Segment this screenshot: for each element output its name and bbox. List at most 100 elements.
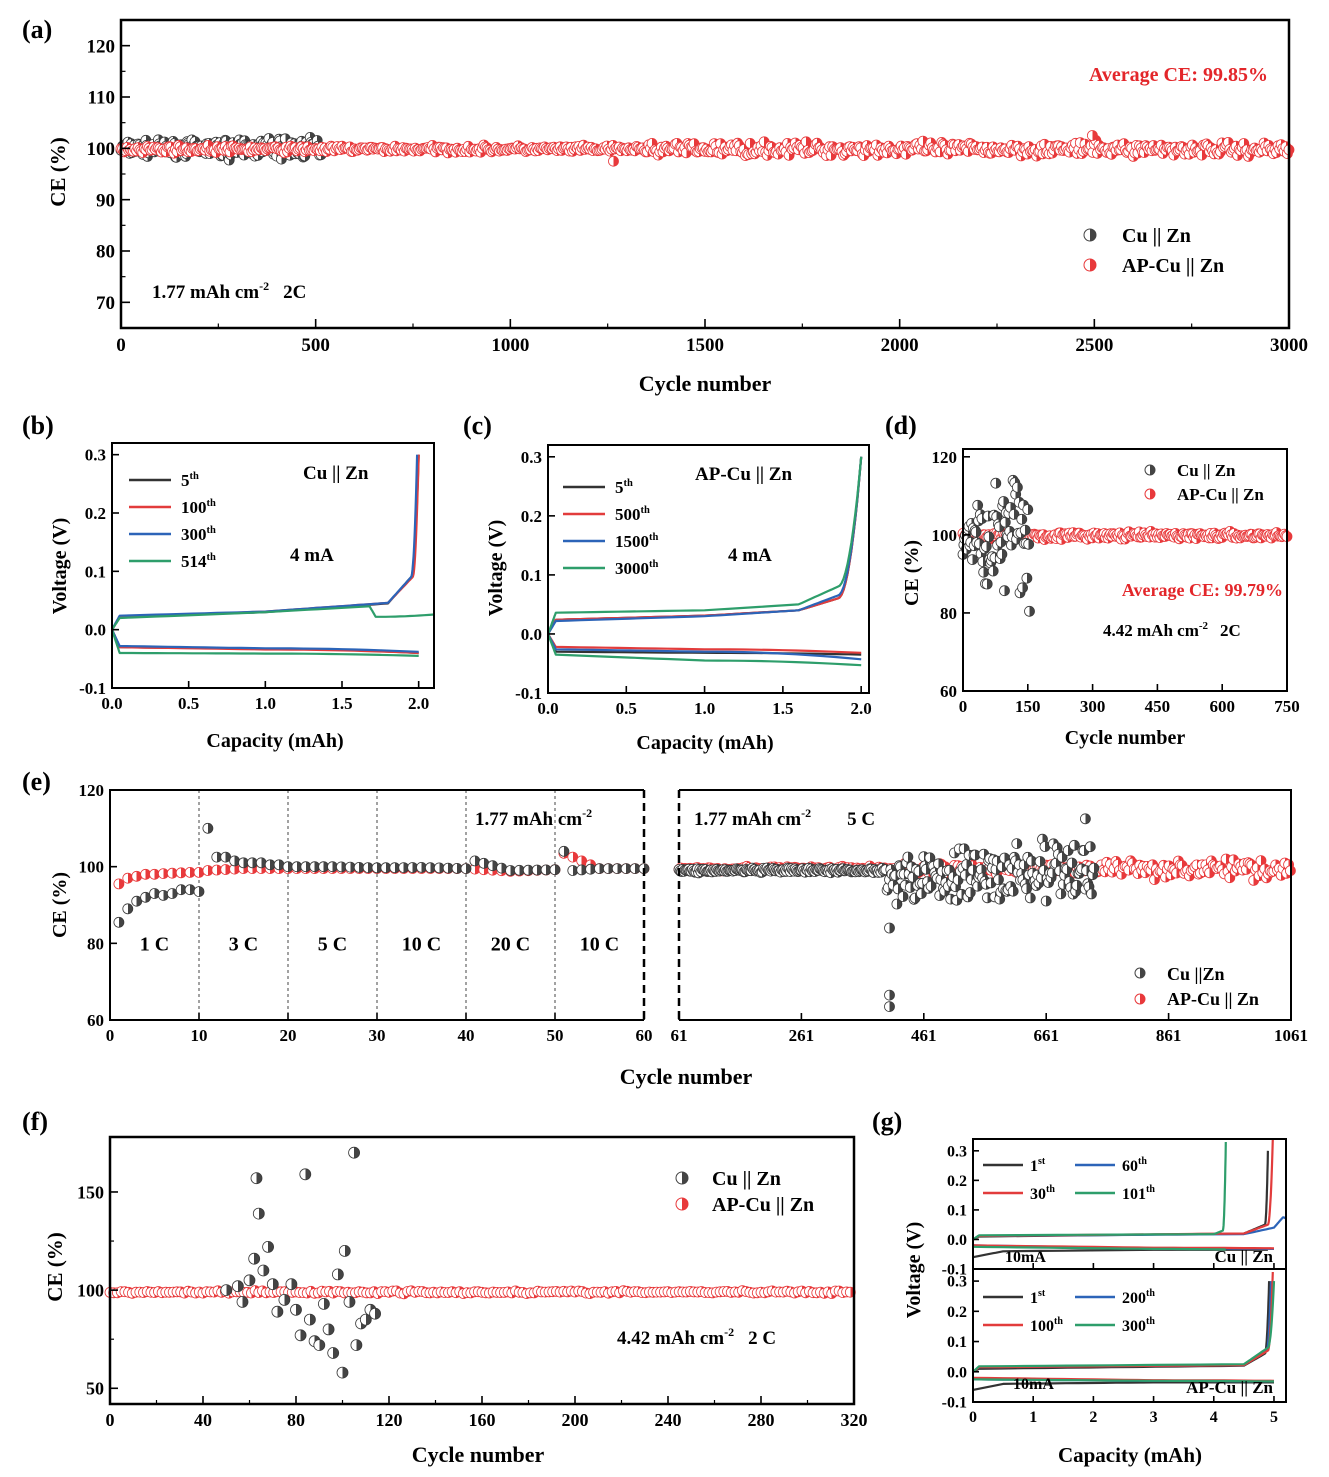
y-tick-label: 0.1 <box>85 562 106 581</box>
legend-superscript: th <box>207 525 217 536</box>
cu-point <box>1007 885 1019 897</box>
discharge-curve-3000th <box>546 633 862 667</box>
panel-e-axes: 0 10 20 30 40 50 60 60 80 100 120 61 261 461 661 861 106… <box>79 781 1309 1045</box>
rate-label: 10 C <box>402 933 441 955</box>
x-tick-label: 280 <box>748 1410 775 1430</box>
cu-point <box>460 863 472 874</box>
cu-point <box>1008 509 1020 520</box>
panel-e-legend-ap: AP-Cu || Zn <box>1167 989 1259 1009</box>
ap-point <box>166 867 178 879</box>
ap-point <box>202 865 214 876</box>
panel-e-left-points: 1 C 3 C 5 C 10 C 20 C 10 C <box>113 790 650 1020</box>
legend-marker-cu <box>1144 464 1156 476</box>
legend-marker-cu <box>1083 228 1097 242</box>
legend-label: 100th <box>181 498 216 517</box>
panel-d-xlabel: Cycle number <box>1065 727 1186 749</box>
x-tick-label: 500 <box>301 335 330 356</box>
cu-point <box>157 890 169 901</box>
ap-point <box>1087 130 1098 141</box>
cu-point <box>1069 839 1080 851</box>
x-tick-label: 3 <box>1150 1409 1158 1426</box>
cu-point <box>549 864 561 876</box>
x-tick-label: 1061 <box>1274 1026 1308 1045</box>
cu-point <box>131 895 143 907</box>
cu-point <box>594 863 605 874</box>
legend-marker-ap <box>1083 258 1097 272</box>
y-tick-label: 50 <box>86 1379 104 1399</box>
panel-g-top-current: 10mA <box>1005 1249 1046 1266</box>
cu-point <box>250 1172 263 1185</box>
panel-f-ylabel: CE (%) <box>43 1232 67 1301</box>
y-tick-label: -0.1 <box>942 1262 967 1279</box>
cu-point <box>327 861 338 873</box>
panel-f-condition-prefix: 4.42 mAh cm <box>617 1328 724 1349</box>
y-tick-label: 70 <box>96 293 115 314</box>
cu-point <box>184 884 196 896</box>
cu-point <box>980 541 992 552</box>
x-tick-label: 2 <box>1089 1409 1097 1426</box>
panel-a-average-ce: Average CE: 99.85% <box>1089 64 1268 86</box>
cu-point <box>496 862 508 874</box>
panel-a-legend-cu: Cu || Zn <box>1122 225 1191 247</box>
cu-point <box>300 861 312 873</box>
y-tick-label: 0.2 <box>85 504 106 523</box>
cu-point <box>981 578 993 590</box>
panel-e-legend: Cu ||Zn AP-Cu || Zn <box>1134 964 1259 1009</box>
legend-label: 5th <box>615 478 633 497</box>
legend-superscript: th <box>207 552 217 563</box>
ap-point <box>567 851 579 863</box>
panel-b-title: Cu || Zn <box>303 463 369 484</box>
legend-number: 200 <box>1122 1290 1146 1307</box>
panel-e-ylabel: CE (%) <box>49 872 71 938</box>
x-tick-label: 320 <box>841 1410 868 1430</box>
x-tick-label: 150 <box>1015 697 1041 716</box>
panel-e-left-condition-prefix: 1.77 mAh cm <box>475 809 582 830</box>
x-tick-label: 10 <box>191 1026 208 1045</box>
cu-point <box>972 499 984 511</box>
rate-label: 10 C <box>580 933 619 955</box>
cu-point <box>327 1347 340 1359</box>
x-tick-label: 600 <box>1209 697 1235 716</box>
cu-point <box>1086 888 1097 900</box>
panel-a-xlabel: Cycle number <box>639 371 772 396</box>
legend-marker-ap <box>675 1197 689 1211</box>
legend-label: 1500th <box>615 532 659 551</box>
cu-point <box>469 855 481 867</box>
cu-point <box>331 1268 344 1281</box>
cu-point <box>424 862 436 874</box>
y-tick-label: 80 <box>87 934 104 953</box>
cu-point <box>487 860 499 872</box>
x-tick-label: 40 <box>458 1026 475 1045</box>
x-tick-label: 40 <box>194 1410 212 1430</box>
x-tick-label: 1.5 <box>772 699 793 718</box>
x-tick-label: 0.5 <box>616 699 637 718</box>
legend-superscript: th <box>641 505 651 516</box>
panel-e-right-points <box>673 813 1296 1012</box>
x-tick-label: 2500 <box>1075 335 1113 356</box>
legend-number: 60 <box>1122 1158 1138 1175</box>
panel-d-points <box>957 474 1293 617</box>
panel-a-ylabel: CE (%) <box>46 137 70 206</box>
cu-point <box>585 863 596 875</box>
legend-superscript: th <box>1146 1316 1155 1327</box>
cu-point <box>122 903 134 915</box>
cu-point <box>1023 538 1035 550</box>
cu-point <box>531 864 543 876</box>
legend-label: 300th <box>181 525 216 544</box>
legend-label: 101th <box>1122 1184 1155 1203</box>
ap-point <box>576 855 588 867</box>
x-tick-label: 1000 <box>491 335 529 356</box>
panel-e-left-condition: 1.77 mAh cm-2 <box>475 806 592 830</box>
y-tick-label: 0.3 <box>947 1143 967 1160</box>
cu-point <box>1019 524 1031 536</box>
legend-superscript: th <box>190 471 200 482</box>
panel-a-legend-ap: AP-Cu || Zn <box>1122 255 1224 277</box>
x-tick-label: 2000 <box>881 335 919 356</box>
cu-point <box>193 886 205 897</box>
x-tick-label: 60 <box>636 1026 653 1045</box>
discharge-curve-514th <box>110 629 419 657</box>
x-tick-label: 4 <box>1210 1409 1218 1426</box>
x-tick-label: 0 <box>969 1409 977 1426</box>
cu-point <box>229 855 241 867</box>
cu-point <box>478 857 490 869</box>
